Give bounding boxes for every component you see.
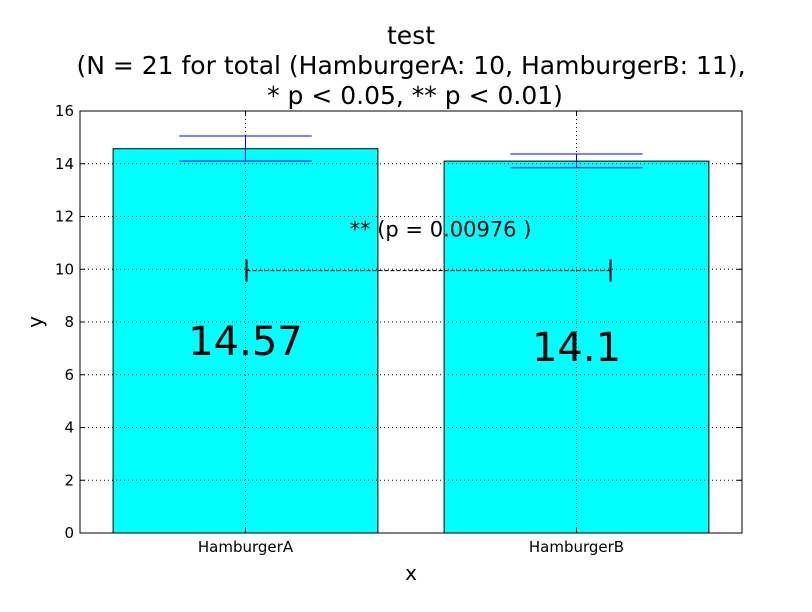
y-tick-label-14: 14 xyxy=(55,155,74,173)
x-axis-label: x xyxy=(405,561,417,585)
plot-area: 14.57 14.1 ** (p = 0.00976 ) 0 2 4 6 8 10 12 14 16 H… xyxy=(55,102,743,556)
y-axis-label: y xyxy=(23,316,47,328)
y-tick-label-0: 0 xyxy=(64,524,74,542)
y-tick-label-4: 4 xyxy=(64,419,74,437)
plot-frame xyxy=(79,110,743,534)
y-tick-label-10: 10 xyxy=(55,260,74,278)
y-tick-label-12: 12 xyxy=(55,208,74,226)
bar-HamburgerA xyxy=(112,148,379,534)
significance-label: ** (p = 0.00976 ) xyxy=(350,218,532,242)
x-tick-label-HamburgerA: HamburgerA xyxy=(198,538,294,556)
chart-title-line-3: * p < 0.05, ** p < 0.01) xyxy=(267,81,563,110)
bar-value-label-HamburgerB: 14.1 xyxy=(532,325,621,371)
y-tick-label-8: 8 xyxy=(64,313,74,331)
y-tick-label-6: 6 xyxy=(64,366,74,384)
bar-value-label-HamburgerA: 14.57 xyxy=(188,319,303,365)
y-tick-label-2: 2 xyxy=(64,471,74,489)
x-tick-label-HamburgerB: HamburgerB xyxy=(529,538,624,556)
chart-title-line-2: (N = 21 for total (HamburgerA: 10, Hambu… xyxy=(76,51,745,80)
y-tick-label-16: 16 xyxy=(55,102,74,120)
chart-title-line-1: test xyxy=(387,21,435,50)
